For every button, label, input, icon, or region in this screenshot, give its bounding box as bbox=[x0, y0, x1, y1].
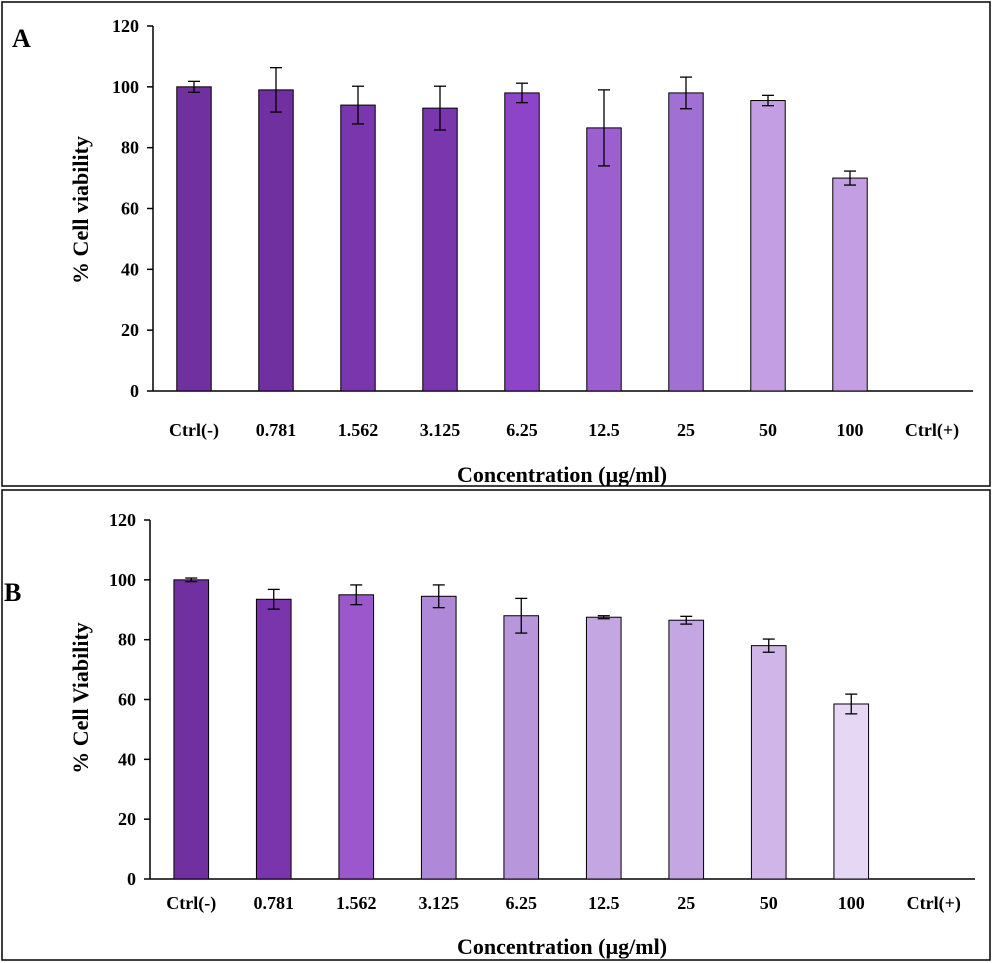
panel-b-category-label: 25 bbox=[677, 893, 695, 913]
panel-b-category-label: 50 bbox=[760, 893, 778, 913]
panel-a-x-axis-title: Concentration (µg/ml) bbox=[457, 462, 667, 487]
panel-a-y-tick-label: 100 bbox=[112, 77, 139, 97]
panel-b-bar bbox=[750, 645, 787, 880]
panel-b-category-label: 6.25 bbox=[506, 893, 538, 913]
panel-b-bar bbox=[173, 579, 210, 880]
panel-b-y-tick-label: 0 bbox=[127, 869, 136, 889]
panel-b-category-label: Ctrl(-) bbox=[166, 893, 216, 914]
panel-a-y-tick-label: 20 bbox=[121, 320, 139, 340]
panel-a-bar bbox=[832, 177, 868, 392]
panel-b-category-label: 100 bbox=[838, 893, 865, 913]
panel-b-bar bbox=[833, 703, 870, 880]
panel-b-y-tick-label: 40 bbox=[118, 749, 136, 769]
panel-b-y-tick-label: 100 bbox=[109, 570, 136, 590]
panel-a-bar bbox=[504, 92, 540, 392]
chart-panel-b: B % Cell Viability Concentration (µg/ml)… bbox=[1, 489, 991, 961]
panel-a-category-label: Ctrl(+) bbox=[905, 420, 959, 441]
panel-a-bar bbox=[422, 107, 458, 392]
panel-b-y-tick-label: 120 bbox=[109, 510, 136, 530]
panel-b-category-label: 1.562 bbox=[336, 893, 377, 913]
panel-b-bar bbox=[668, 619, 705, 880]
panel-a-y-tick-label: 0 bbox=[130, 381, 139, 401]
panel-b-bar bbox=[420, 595, 457, 880]
panel-a-category-label: 12.5 bbox=[588, 420, 620, 440]
panel-a-y-tick-label: 40 bbox=[121, 259, 139, 279]
panel-b-letter: B bbox=[4, 578, 21, 607]
panel-a-category-label: 50 bbox=[759, 420, 777, 440]
panel-a-y-axis-title: % Cell viability bbox=[68, 136, 93, 284]
chart-panel-a: A % Cell viability Concentration (µg/ml)… bbox=[1, 1, 991, 487]
panel-b-plot-area: 0 20 40 60 80 100 120 Ctrl(-) 0.781 1.562 3.125 6.2… bbox=[109, 510, 975, 914]
panel-a-bar bbox=[258, 89, 294, 392]
panel-b-category-label: 12.5 bbox=[588, 893, 620, 913]
panel-b-y-tick-label: 80 bbox=[118, 630, 136, 650]
panel-a-category-label: 3.125 bbox=[420, 420, 461, 440]
panel-b-category-label: Ctrl(+) bbox=[907, 893, 961, 914]
panel-b-category-label: 3.125 bbox=[419, 893, 460, 913]
panel-b-bar bbox=[255, 598, 292, 880]
panel-a-bar bbox=[668, 92, 704, 392]
panel-b-y-axis-title: % Cell Viability bbox=[68, 622, 93, 774]
panel-a-category-label: 1.562 bbox=[338, 420, 379, 440]
panel-a-category-label: Ctrl(-) bbox=[169, 420, 219, 441]
panel-b-bar bbox=[338, 594, 375, 880]
panel-a-letter: A bbox=[12, 24, 31, 53]
panel-b-bar bbox=[503, 615, 540, 880]
panel-a-bar bbox=[176, 86, 212, 392]
panel-a-bar bbox=[750, 100, 786, 392]
panel-b-category-label: 0.781 bbox=[254, 893, 295, 913]
panel-b-border bbox=[1, 489, 991, 961]
panel-a-bar bbox=[586, 127, 622, 392]
panel-a-y-tick-label: 60 bbox=[121, 199, 139, 219]
panel-a-category-label: 6.25 bbox=[506, 420, 538, 440]
panel-b-x-axis-title: Concentration (µg/ml) bbox=[457, 934, 667, 959]
panel-b-bar bbox=[585, 616, 622, 880]
panel-b-y-tick-label: 60 bbox=[118, 690, 136, 710]
panel-a-y-tick-label: 80 bbox=[121, 138, 139, 158]
panel-a-y-tick-label: 120 bbox=[112, 16, 139, 36]
panel-a-bar bbox=[340, 104, 376, 392]
panel-a-plot-area: 0 20 40 60 80 100 120 Ctrl(-) 0.781 1.562 3.125 6.2… bbox=[112, 16, 973, 441]
panel-a-category-label: 100 bbox=[837, 420, 864, 440]
panel-a-category-label: 25 bbox=[677, 420, 695, 440]
panel-a-border bbox=[1, 1, 991, 487]
panel-a-category-label: 0.781 bbox=[256, 420, 297, 440]
panel-b-y-tick-label: 20 bbox=[118, 809, 136, 829]
